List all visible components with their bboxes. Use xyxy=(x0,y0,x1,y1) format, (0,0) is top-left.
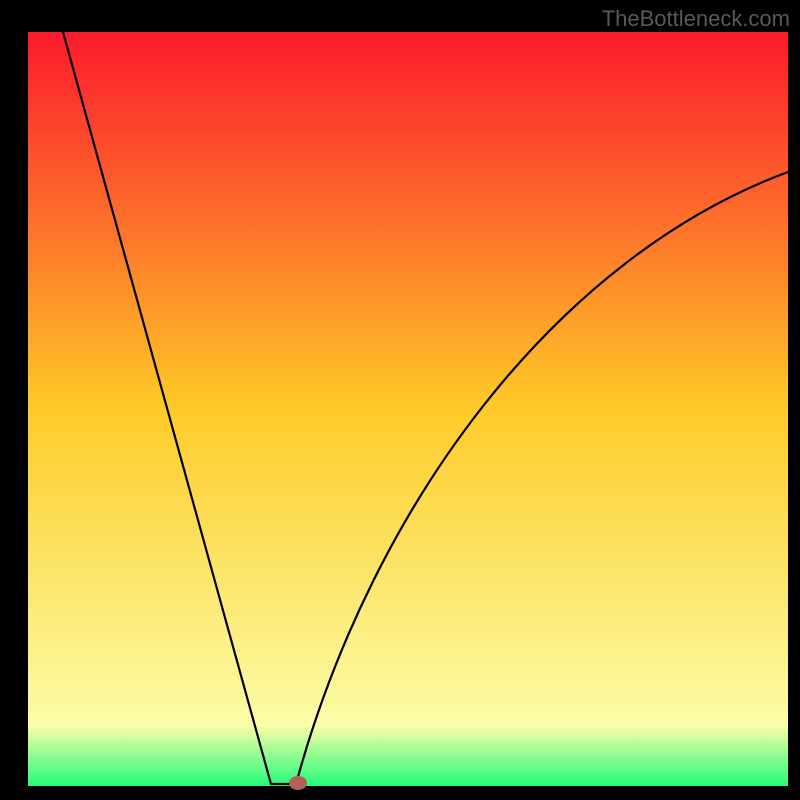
chart-frame: TheBottleneck.com xyxy=(0,0,800,800)
min-point-marker xyxy=(289,776,307,790)
curve-path xyxy=(63,32,788,784)
plot-area xyxy=(28,32,788,786)
watermark-text: TheBottleneck.com xyxy=(602,6,790,32)
curve-svg xyxy=(28,32,788,786)
